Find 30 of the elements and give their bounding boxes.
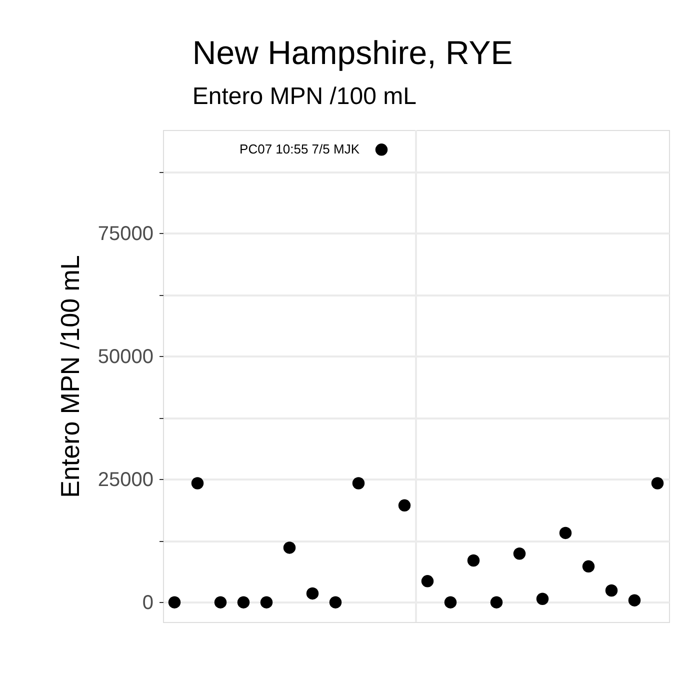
point [536,592,549,605]
point [582,560,595,573]
point [513,548,526,560]
y-tick-label: 25000 [98,468,154,491]
y-tick-label: 50000 [98,346,154,368]
point [260,596,273,608]
y-tick-label: 75000 [98,222,154,245]
point [191,477,204,490]
chart-title: New Hampshire, RYE [192,34,513,71]
point [398,499,411,512]
point [628,594,641,606]
point [421,575,434,588]
point [306,587,319,600]
point [168,596,181,608]
point [490,596,503,608]
chart-subtitle: Entero MPN /100 mL [192,83,416,110]
point [283,542,296,554]
y-tick-label: 0 [142,592,154,614]
point [467,554,480,567]
y-axis-title: Entero MPN /100 mL [54,255,85,498]
point [559,526,572,540]
point [605,584,618,597]
annotation: PC07 10:55 7/5 MJK [240,142,360,157]
point [237,596,250,608]
point [352,477,365,490]
point [444,596,457,608]
point [214,596,227,608]
point [329,596,342,608]
point [375,144,388,156]
point [651,477,664,490]
